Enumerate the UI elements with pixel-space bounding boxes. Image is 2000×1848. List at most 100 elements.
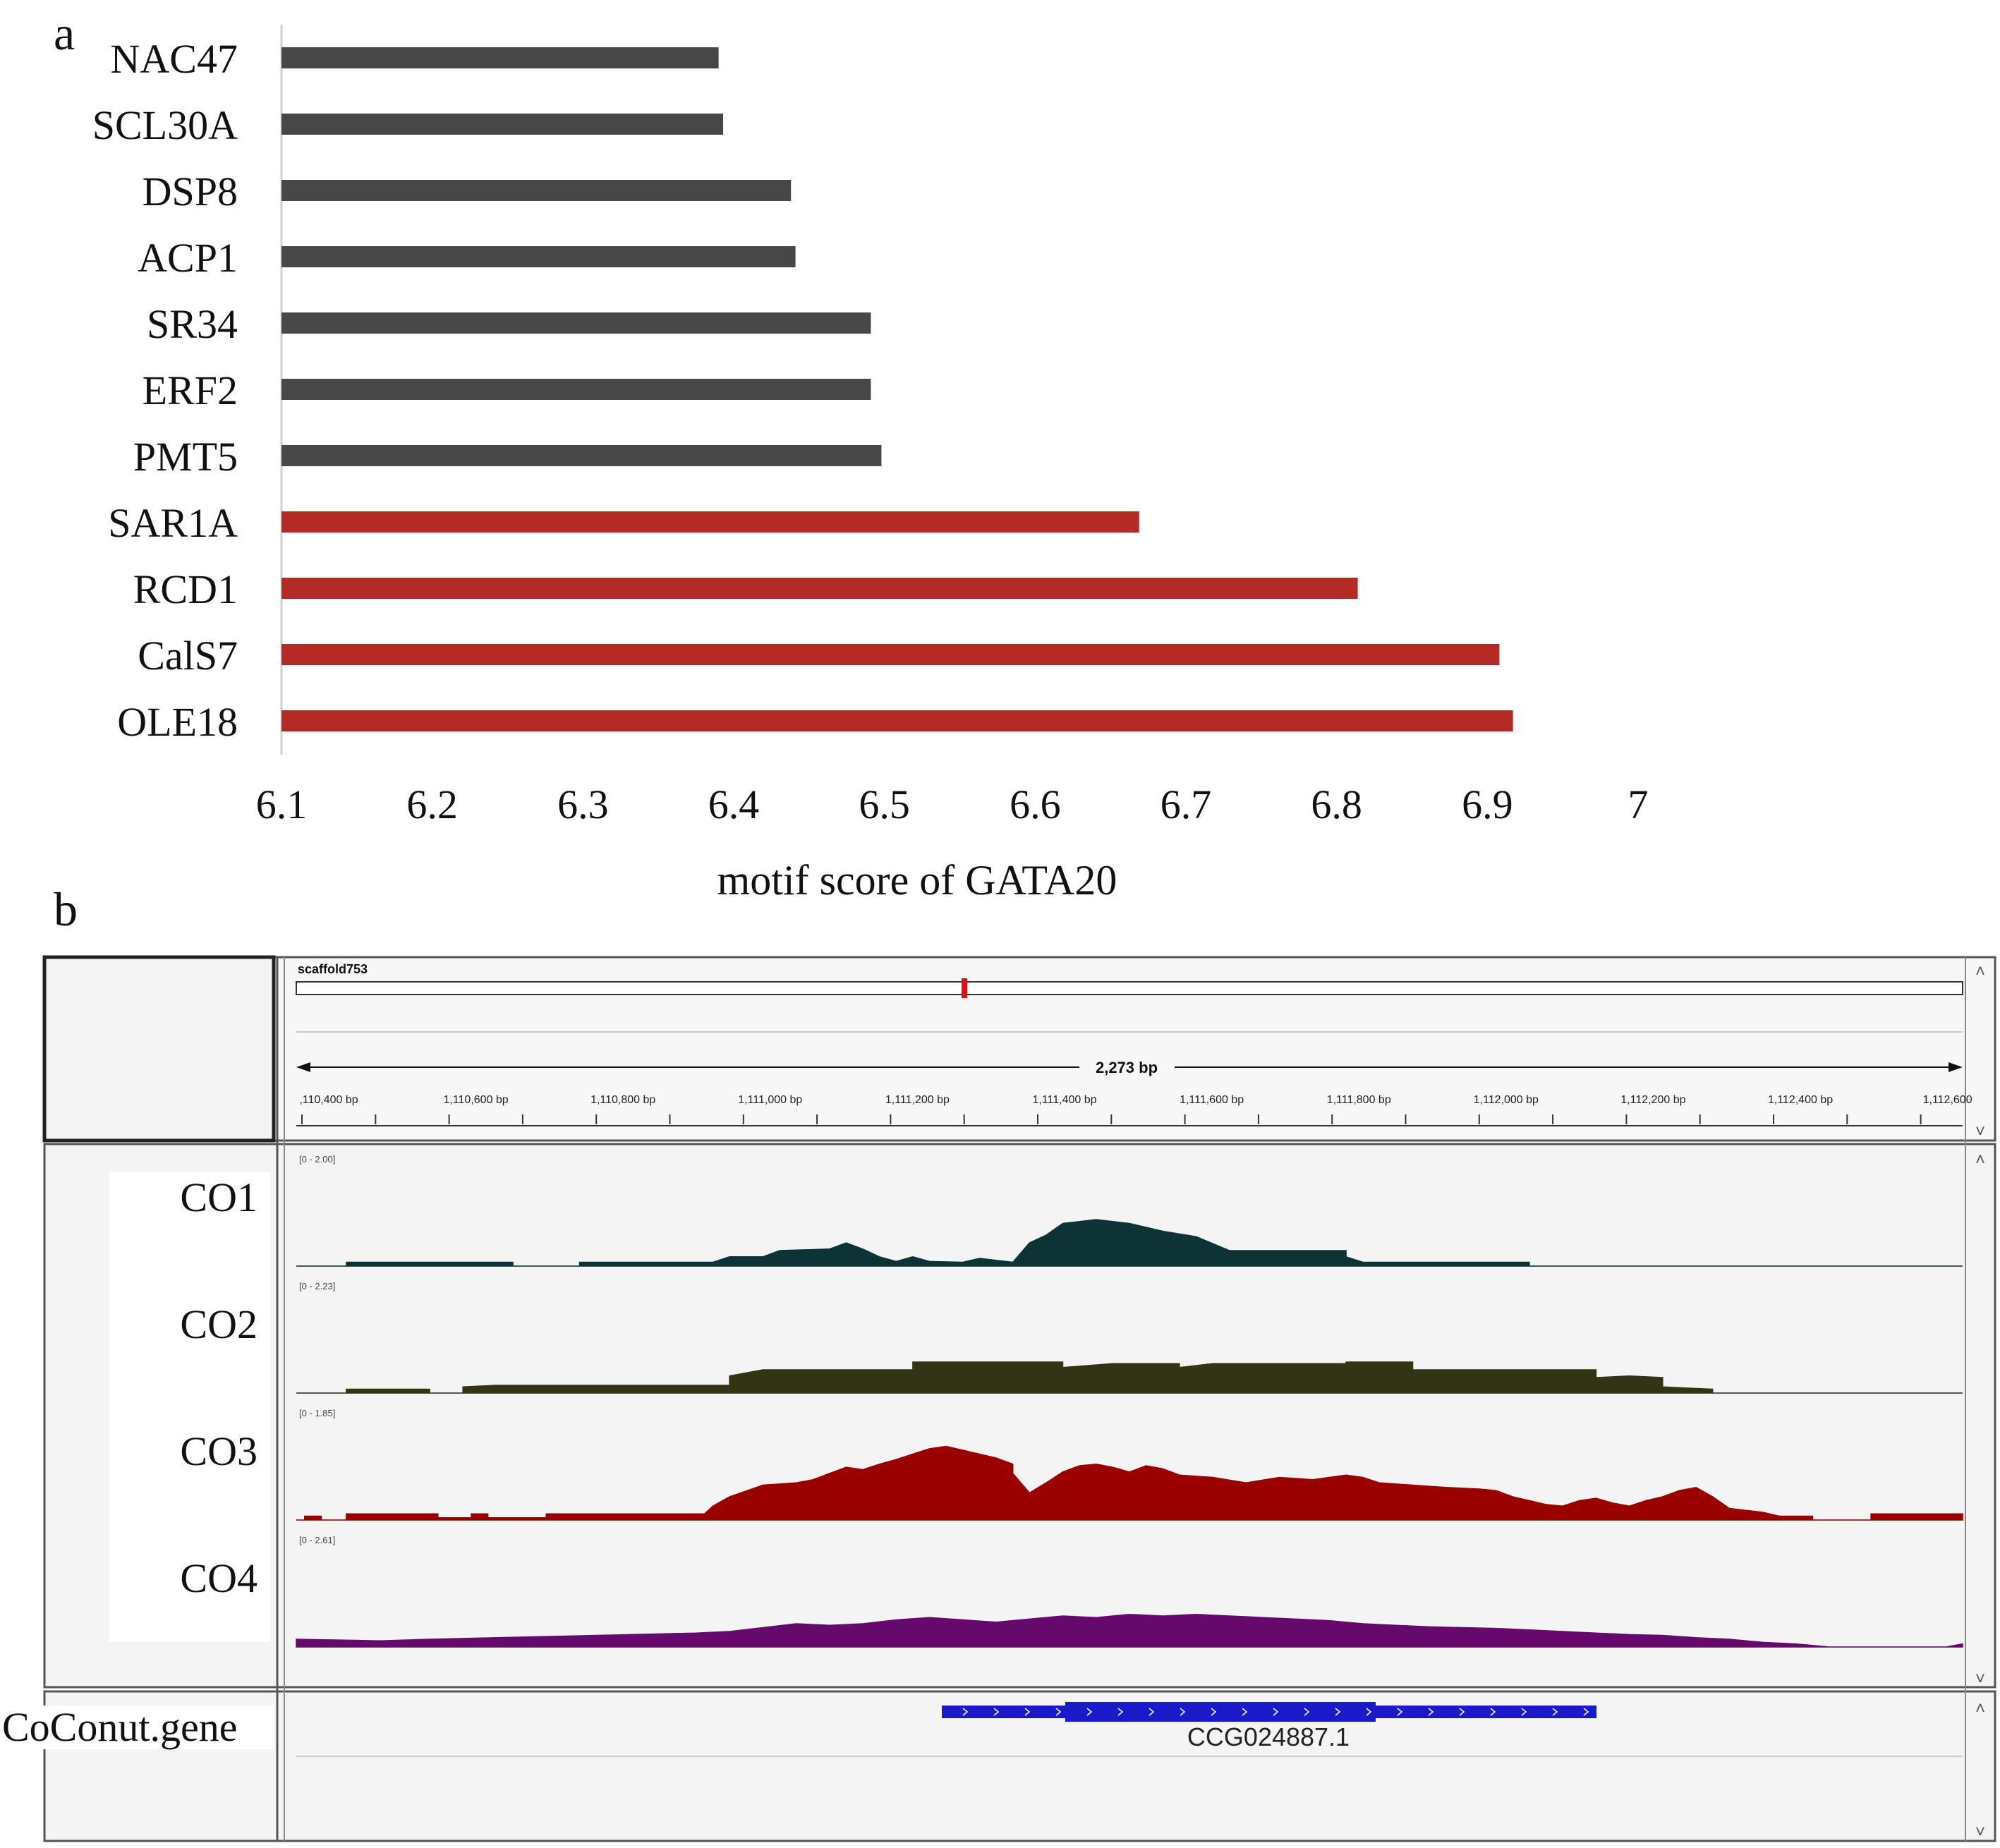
chromosome-name: scaffold753 [298, 962, 368, 976]
span-label: 2,273 bp [1096, 1059, 1158, 1076]
gene-track-name-background [2, 1706, 274, 1749]
category-label-rcd1: RCD1 [133, 566, 238, 612]
data-scroll-down-icon[interactable]: ˅ [1975, 1670, 1985, 1689]
strand-arrow-icon [1055, 1708, 1062, 1716]
coverage-tracks-group: [0 - 2.00]CO1[0 - 2.23]CO2[0 - 1.85]CO3[… [180, 1154, 1963, 1648]
strand-arrow-icon [1552, 1708, 1558, 1716]
coverage-track-co4[interactable]: [0 - 2.61] CO4 [180, 1535, 1963, 1648]
span-arrow-left-head [296, 1062, 310, 1072]
category-label-cals7: CalS7 [138, 633, 238, 679]
data-panel-frame [43, 1143, 1996, 1689]
strand-arrow-icon [1366, 1708, 1372, 1716]
bar-acp1 [281, 246, 796, 267]
bars-group [281, 47, 1513, 731]
bar-erf2 [281, 379, 871, 400]
bar-nac47 [281, 47, 719, 68]
strand-arrow-icon [1583, 1708, 1589, 1716]
x-tick-label: 6.8 [1311, 782, 1362, 827]
header-scroll-up-icon[interactable]: ˄ [1975, 962, 1985, 981]
strand-arrow-icon [1521, 1708, 1527, 1716]
x-tick-label: 6.5 [859, 782, 910, 827]
ruler-tick-label: 1,111,400 bp [1032, 1094, 1096, 1106]
panel-a-label: a [54, 6, 75, 60]
header-scroll-down-icon[interactable]: ˅ [1975, 1122, 1985, 1141]
data-scroll-up-icon[interactable]: ˄ [1975, 1150, 1985, 1169]
coverage-area [296, 1219, 1963, 1267]
x-tick-label: 6.6 [1010, 782, 1061, 827]
gene-track-name: CoConut.gene [2, 1704, 237, 1750]
ruler-tick-label: 1,110,600 bp [443, 1094, 508, 1106]
coverage-track-co3[interactable]: [0 - 1.85] CO3 [180, 1408, 1963, 1521]
strand-arrow-icon [993, 1708, 1000, 1716]
strand-arrow-icon [1459, 1708, 1465, 1716]
x-tick-label: 6.4 [708, 782, 760, 827]
strand-arrow-icon [1335, 1708, 1341, 1716]
gene-scroll-down-icon[interactable]: ˅ [1975, 1823, 1985, 1842]
header-left-box [42, 955, 276, 1143]
ruler-tick-label: 1,110,800 bp [590, 1094, 655, 1106]
igv-browser-view: scaffold753 2,273 bp ,110,400 bp 1,110,60… [2, 955, 1996, 1842]
strand-arrow-icon [1211, 1708, 1217, 1716]
coverage-track-co2[interactable]: [0 - 2.23] CO2 [180, 1281, 1963, 1394]
ruler-tick-label: 1,111,600 bp [1180, 1094, 1244, 1106]
ruler-tick-label: 1,112,400 bp [1768, 1094, 1833, 1106]
x-tick-label: 6.1 [256, 782, 308, 827]
category-label-dsp8: DSP8 [143, 169, 238, 214]
strand-arrow-icon [962, 1708, 969, 1716]
ruler-tick-label: 1,111,800 bp [1327, 1094, 1391, 1106]
strand-arrow-icon [1273, 1708, 1279, 1716]
ruler-tick-label: 1,112,200 bp [1620, 1094, 1685, 1106]
x-tick-label: 6.3 [557, 782, 609, 827]
bar-scl30a [281, 114, 724, 135]
category-labels-group: NAC47 SCL30A DSP8 ACP1 SR34 ERF2 PMT5 SAR1A RCD1… [92, 36, 238, 745]
ruler-tick-label: ,110,400 bp [299, 1094, 358, 1106]
strand-arrow-icon [1397, 1708, 1403, 1716]
coverage-area [296, 1445, 1963, 1521]
gene-id-label: CCG024887.1 [1187, 1722, 1350, 1751]
data-range-label: [0 - 1.85] [299, 1408, 335, 1418]
strand-arrow-icon [1149, 1708, 1155, 1716]
x-tick-label: 6.9 [1462, 782, 1513, 827]
panel-b-label: b [54, 882, 78, 936]
strand-arrow-icon [1117, 1708, 1124, 1716]
bar-rcd1 [281, 578, 1358, 599]
ruler-tick-label: 1,112,600 [1923, 1094, 1972, 1106]
x-tick-label: 7 [1628, 782, 1649, 827]
chromosome-ideogram [296, 981, 1963, 995]
category-label-scl30a: SCL30A [92, 102, 238, 148]
strand-arrow-icon [1428, 1708, 1434, 1716]
x-axis-label: motif score of GATA20 [717, 857, 1117, 904]
x-tick-label: 6.7 [1160, 782, 1212, 827]
track-name: CO2 [180, 1301, 257, 1347]
track-name: CO1 [180, 1174, 257, 1220]
x-tick-labels-group: 6.1 6.2 6.3 6.4 6.5 6.6 6.7 6.8 6.9 7 [256, 782, 1649, 827]
motif-score-bar-chart: NAC47 SCL30A DSP8 ACP1 SR34 ERF2 PMT5 SAR1A RCD1… [92, 25, 1649, 904]
coverage-area [296, 1614, 1963, 1648]
strand-arrow-icon [1242, 1708, 1248, 1716]
coverage-track-co1[interactable]: [0 - 2.00] CO1 [180, 1154, 1963, 1267]
coverage-area [296, 1361, 1963, 1394]
category-label-sr34: SR34 [147, 301, 238, 347]
bar-cals7 [281, 644, 1500, 665]
ruler: ,110,400 bp 1,110,600 bp 1,110,800 bp 1,111… [299, 1094, 1972, 1124]
bar-ole18 [281, 710, 1513, 731]
data-range-label: [0 - 2.23] [299, 1281, 335, 1291]
track-names-background [109, 1172, 270, 1642]
strand-arrow-icon [1304, 1708, 1310, 1716]
span-arrow-right-head [1949, 1062, 1963, 1072]
strand-arrow-icon [1086, 1708, 1093, 1716]
category-label-acp1: ACP1 [138, 235, 238, 281]
bar-dsp8 [281, 180, 792, 201]
ruler-tick-label: 1,112,000 bp [1474, 1094, 1539, 1106]
bar-sar1a [281, 511, 1139, 533]
category-label-sar1a: SAR1A [108, 500, 238, 546]
track-name: CO3 [180, 1428, 257, 1474]
category-label-nac47: NAC47 [111, 36, 238, 82]
gene-model[interactable] [942, 1702, 1596, 1722]
gene-coding-block [1065, 1702, 1376, 1722]
strand-arrow-icon [1180, 1708, 1186, 1716]
gene-scroll-up-icon[interactable]: ˄ [1975, 1699, 1985, 1718]
current-region-marker[interactable] [962, 978, 967, 998]
data-range-label: [0 - 2.00] [299, 1154, 335, 1165]
bar-sr34 [281, 312, 871, 334]
